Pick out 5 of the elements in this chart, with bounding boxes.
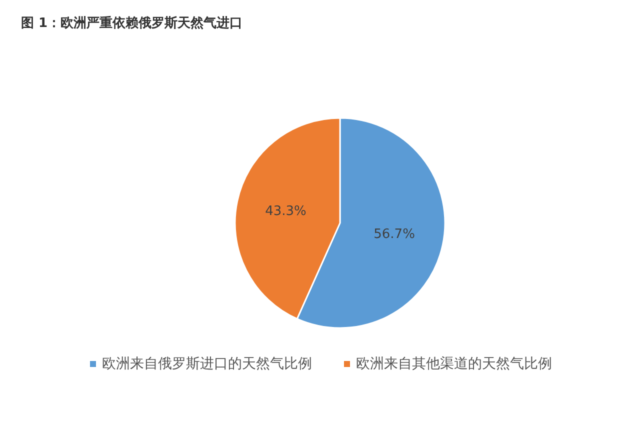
- data-label: 43.3%: [265, 204, 306, 219]
- chart-title: 图 1：欧洲严重依赖俄罗斯天然气进口: [21, 15, 243, 31]
- legend-label: 欧洲来自俄罗斯进口的天然气比例: [102, 356, 312, 372]
- legend-label: 欧洲来自其他渠道的天然气比例: [356, 356, 552, 372]
- data-label: 56.7%: [374, 227, 415, 242]
